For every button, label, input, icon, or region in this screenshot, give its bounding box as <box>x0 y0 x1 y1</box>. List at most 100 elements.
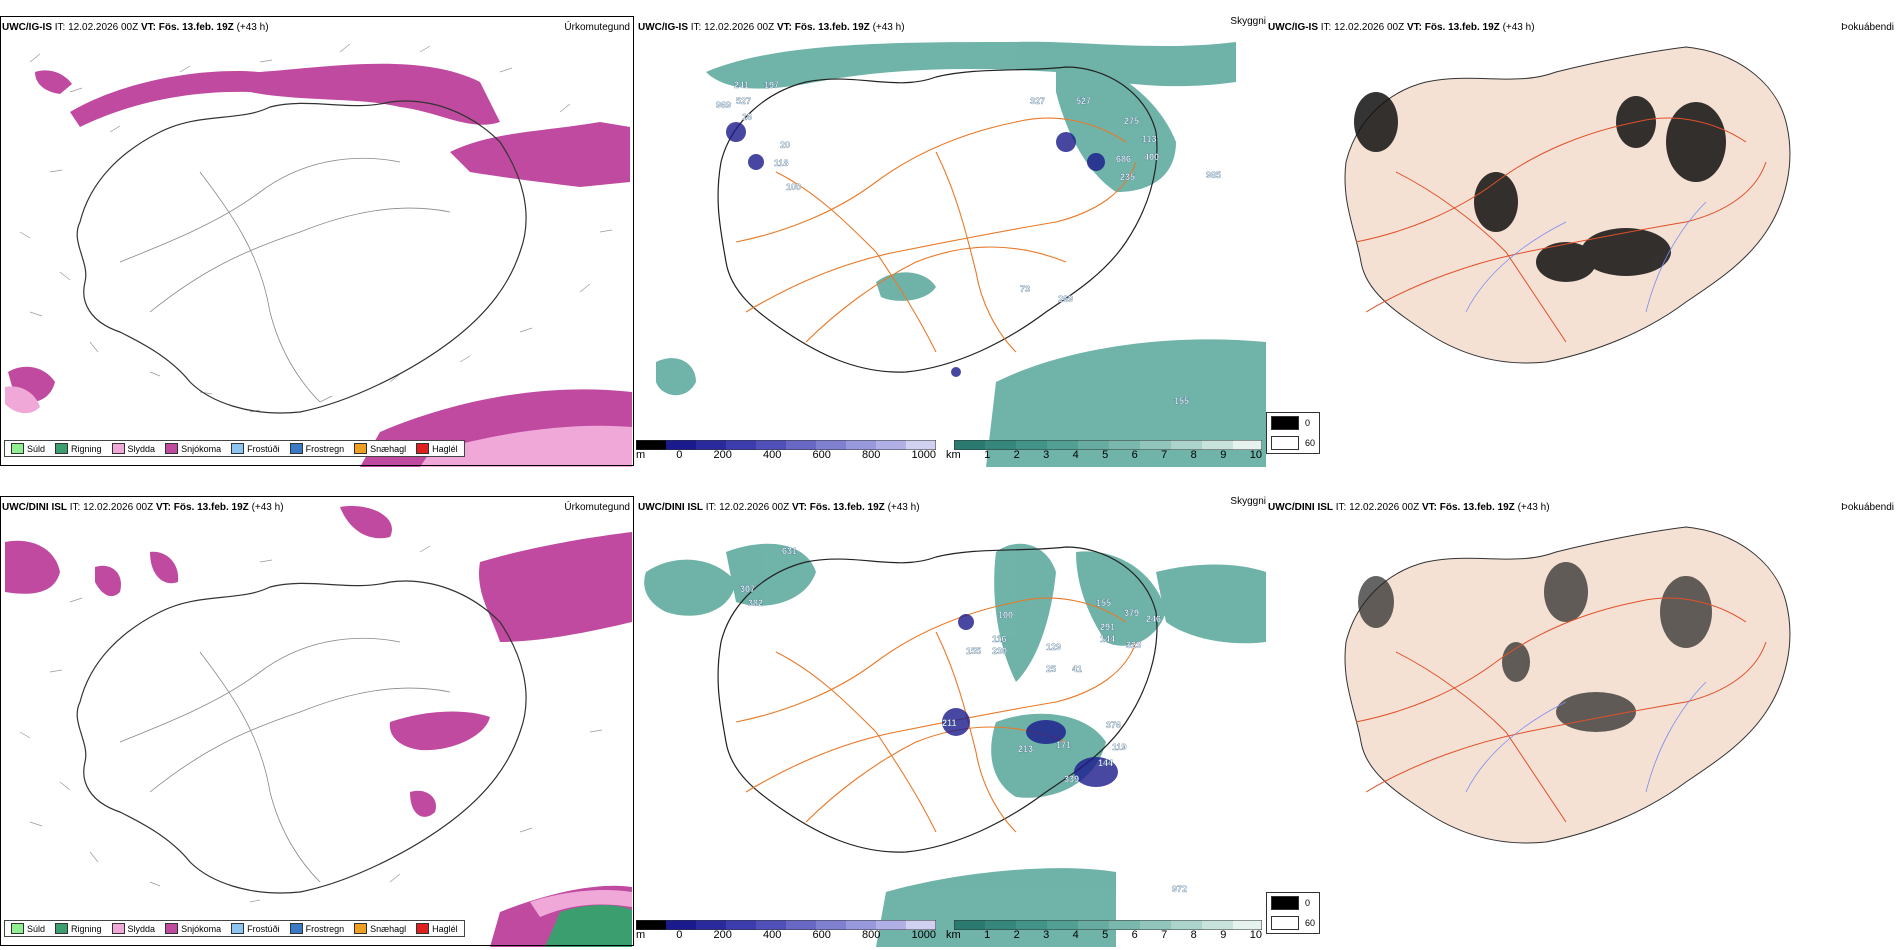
sleet-area <box>530 890 632 917</box>
sleet-area <box>5 386 632 467</box>
legend-label: Snjókoma <box>181 443 222 454</box>
visibility-colorbar <box>953 437 1263 451</box>
ceiling-label: 400 <box>1144 152 1159 162</box>
ceiling-tick: 400 <box>763 449 782 461</box>
legend-item: Snæhagl <box>354 443 406 454</box>
legend-swatch <box>111 923 125 934</box>
legend-label: Frostregn <box>305 923 345 934</box>
row1-precip-panel: UWC/IG-IS IT: 12.02.2026 00Z VT: Fös. 13… <box>0 12 636 467</box>
lead-time: (+43 h) <box>1517 502 1550 513</box>
vt-label: VT: <box>140 22 156 33</box>
it-label: IT: <box>1320 22 1332 33</box>
panel-title-visibility: Skyggni <box>1230 496 1266 507</box>
ceiling-label: 144 <box>1100 634 1115 644</box>
ceiling-label: 129 <box>1046 642 1061 652</box>
ceiling-tick: 0 <box>676 449 683 461</box>
legend-item: Frostúði <box>231 923 280 934</box>
fog-roads <box>1355 117 1767 343</box>
vt-label: VT: <box>1421 502 1437 513</box>
panel-title-visibility: Skyggni <box>1230 16 1266 27</box>
ceiling-tick: 800 <box>862 449 881 461</box>
ceiling-value-labels: 241 197 969 527 16 20 118 100 327 527 27… <box>716 80 1221 406</box>
ceiling-label: 969 <box>716 100 731 110</box>
model-name: UWC/IG-IS <box>2 22 52 33</box>
it-value: 12.02.2026 00Z <box>704 22 775 33</box>
legend-swatch <box>111 443 125 454</box>
legend-item: Snjókoma <box>165 443 221 454</box>
row2-fog-header: UWC/DINI ISL IT: 12.02.2026 00Z VT: Fös.… <box>1268 502 1550 513</box>
ceiling-label: 323 <box>1126 640 1141 650</box>
ceiling-label: 20 <box>780 140 790 150</box>
legend-label: Snæhagl <box>370 443 407 454</box>
visibility-tick: 6 <box>1131 929 1138 941</box>
precip-map <box>5 506 632 947</box>
ceiling-bar-graphic <box>636 439 937 451</box>
visibility-map: 241 197 969 527 16 20 118 100 327 527 27… <box>656 41 1266 467</box>
legend-label: Rigning <box>71 923 102 934</box>
ceiling-label: 211 <box>942 718 957 728</box>
row2-precip-panel: UWC/DINI ISL IT: 12.02.2026 00Z VT: Fös.… <box>0 492 636 947</box>
legend-label: Slydda <box>127 923 156 934</box>
model-name: UWC/DINI ISL <box>1268 502 1333 513</box>
ceiling-label: 972 <box>1172 884 1187 894</box>
roads <box>735 597 1137 833</box>
precip-type-legend: Súld Rigning Slydda Snjókoma Frostúði Fr… <box>4 440 465 457</box>
visibility-tick: 8 <box>1190 449 1197 461</box>
fog-rivers <box>1465 681 1707 793</box>
visibility-tick: 10 <box>1249 929 1262 941</box>
visibility-fields <box>656 41 1266 467</box>
rain-area <box>545 905 632 947</box>
fog-patches <box>1358 562 1712 732</box>
ceiling-label: 269 <box>1058 294 1073 304</box>
legend-swatch <box>231 923 245 934</box>
ceiling-label: 230 <box>992 646 1007 656</box>
visibility-tick: 4 <box>1072 929 1079 941</box>
ceiling-label: 113 <box>1142 134 1157 144</box>
legend-item: Frostregn <box>289 923 345 934</box>
row1-fog-panel: UWC/IG-IS IT: 12.02.2026 00Z VT: Fös. 13… <box>1266 12 1900 467</box>
fog-legend-label: 60 <box>1305 918 1316 928</box>
legend-item: Súld <box>11 923 45 934</box>
it-label: IT: <box>705 502 717 513</box>
row1-visibility-panel: UWC/IG-IS IT: 12.02.2026 00Z VT: Fös. 13… <box>636 12 1266 467</box>
ceiling-tick: 1000 <box>911 449 936 461</box>
visibility-tick: 10 <box>1249 449 1262 461</box>
ceiling-tick: 800 <box>862 929 881 941</box>
iceland-outline <box>717 66 1158 373</box>
visibility-colorbar <box>953 917 1263 931</box>
lead-time: (+43 h) <box>236 22 269 33</box>
fog-legend: 0 60 <box>1266 412 1321 454</box>
legend-swatch <box>55 923 69 934</box>
ceiling-tick: 200 <box>713 929 732 941</box>
legend-label: Frostregn <box>305 443 345 454</box>
visibility-tick: 9 <box>1220 449 1227 461</box>
legend-swatch <box>165 443 179 454</box>
vt-value: Fös. 13.feb. 19Z <box>794 22 870 33</box>
visibility-tick: 7 <box>1161 929 1168 941</box>
it-value: 12.02.2026 00Z <box>1349 502 1420 513</box>
visibility-tick: 5 <box>1102 449 1109 461</box>
ceiling-label: 25 <box>1046 664 1056 674</box>
ceiling-label: 376 <box>1106 720 1121 730</box>
vt-value: Fös. 13.feb. 19Z <box>809 502 885 513</box>
ceiling-unit: m <box>636 449 646 461</box>
it-value: 12.02.2026 00Z <box>83 502 154 513</box>
ceiling-label: 73 <box>1020 284 1030 294</box>
visibility-tick: 3 <box>1043 449 1050 461</box>
ceiling-label: 686 <box>1116 154 1131 164</box>
legend-item: Snæhagl <box>354 923 406 934</box>
visibility-tick: 2 <box>1013 929 1020 941</box>
visibility-unit: km <box>946 929 961 941</box>
row2-visibility-panel: UWC/DINI ISL IT: 12.02.2026 00Z VT: Fös.… <box>636 492 1266 947</box>
visibility-tick: 3 <box>1043 929 1050 941</box>
it-value: 12.02.2026 00Z <box>1334 22 1405 33</box>
legend-swatch <box>289 443 303 454</box>
iceland-land <box>1344 46 1791 364</box>
legend-swatch <box>11 443 24 454</box>
fog-legend-row: 0 <box>1267 893 1319 913</box>
model-name: UWC/DINI ISL <box>2 502 67 513</box>
legend-item: Frostúði <box>231 443 280 454</box>
visibility-map: 631 307 382 100 155 116 230 25 41 129 15… <box>644 543 1266 947</box>
legend-swatch <box>289 923 303 934</box>
fog-legend-label: 60 <box>1305 438 1316 448</box>
